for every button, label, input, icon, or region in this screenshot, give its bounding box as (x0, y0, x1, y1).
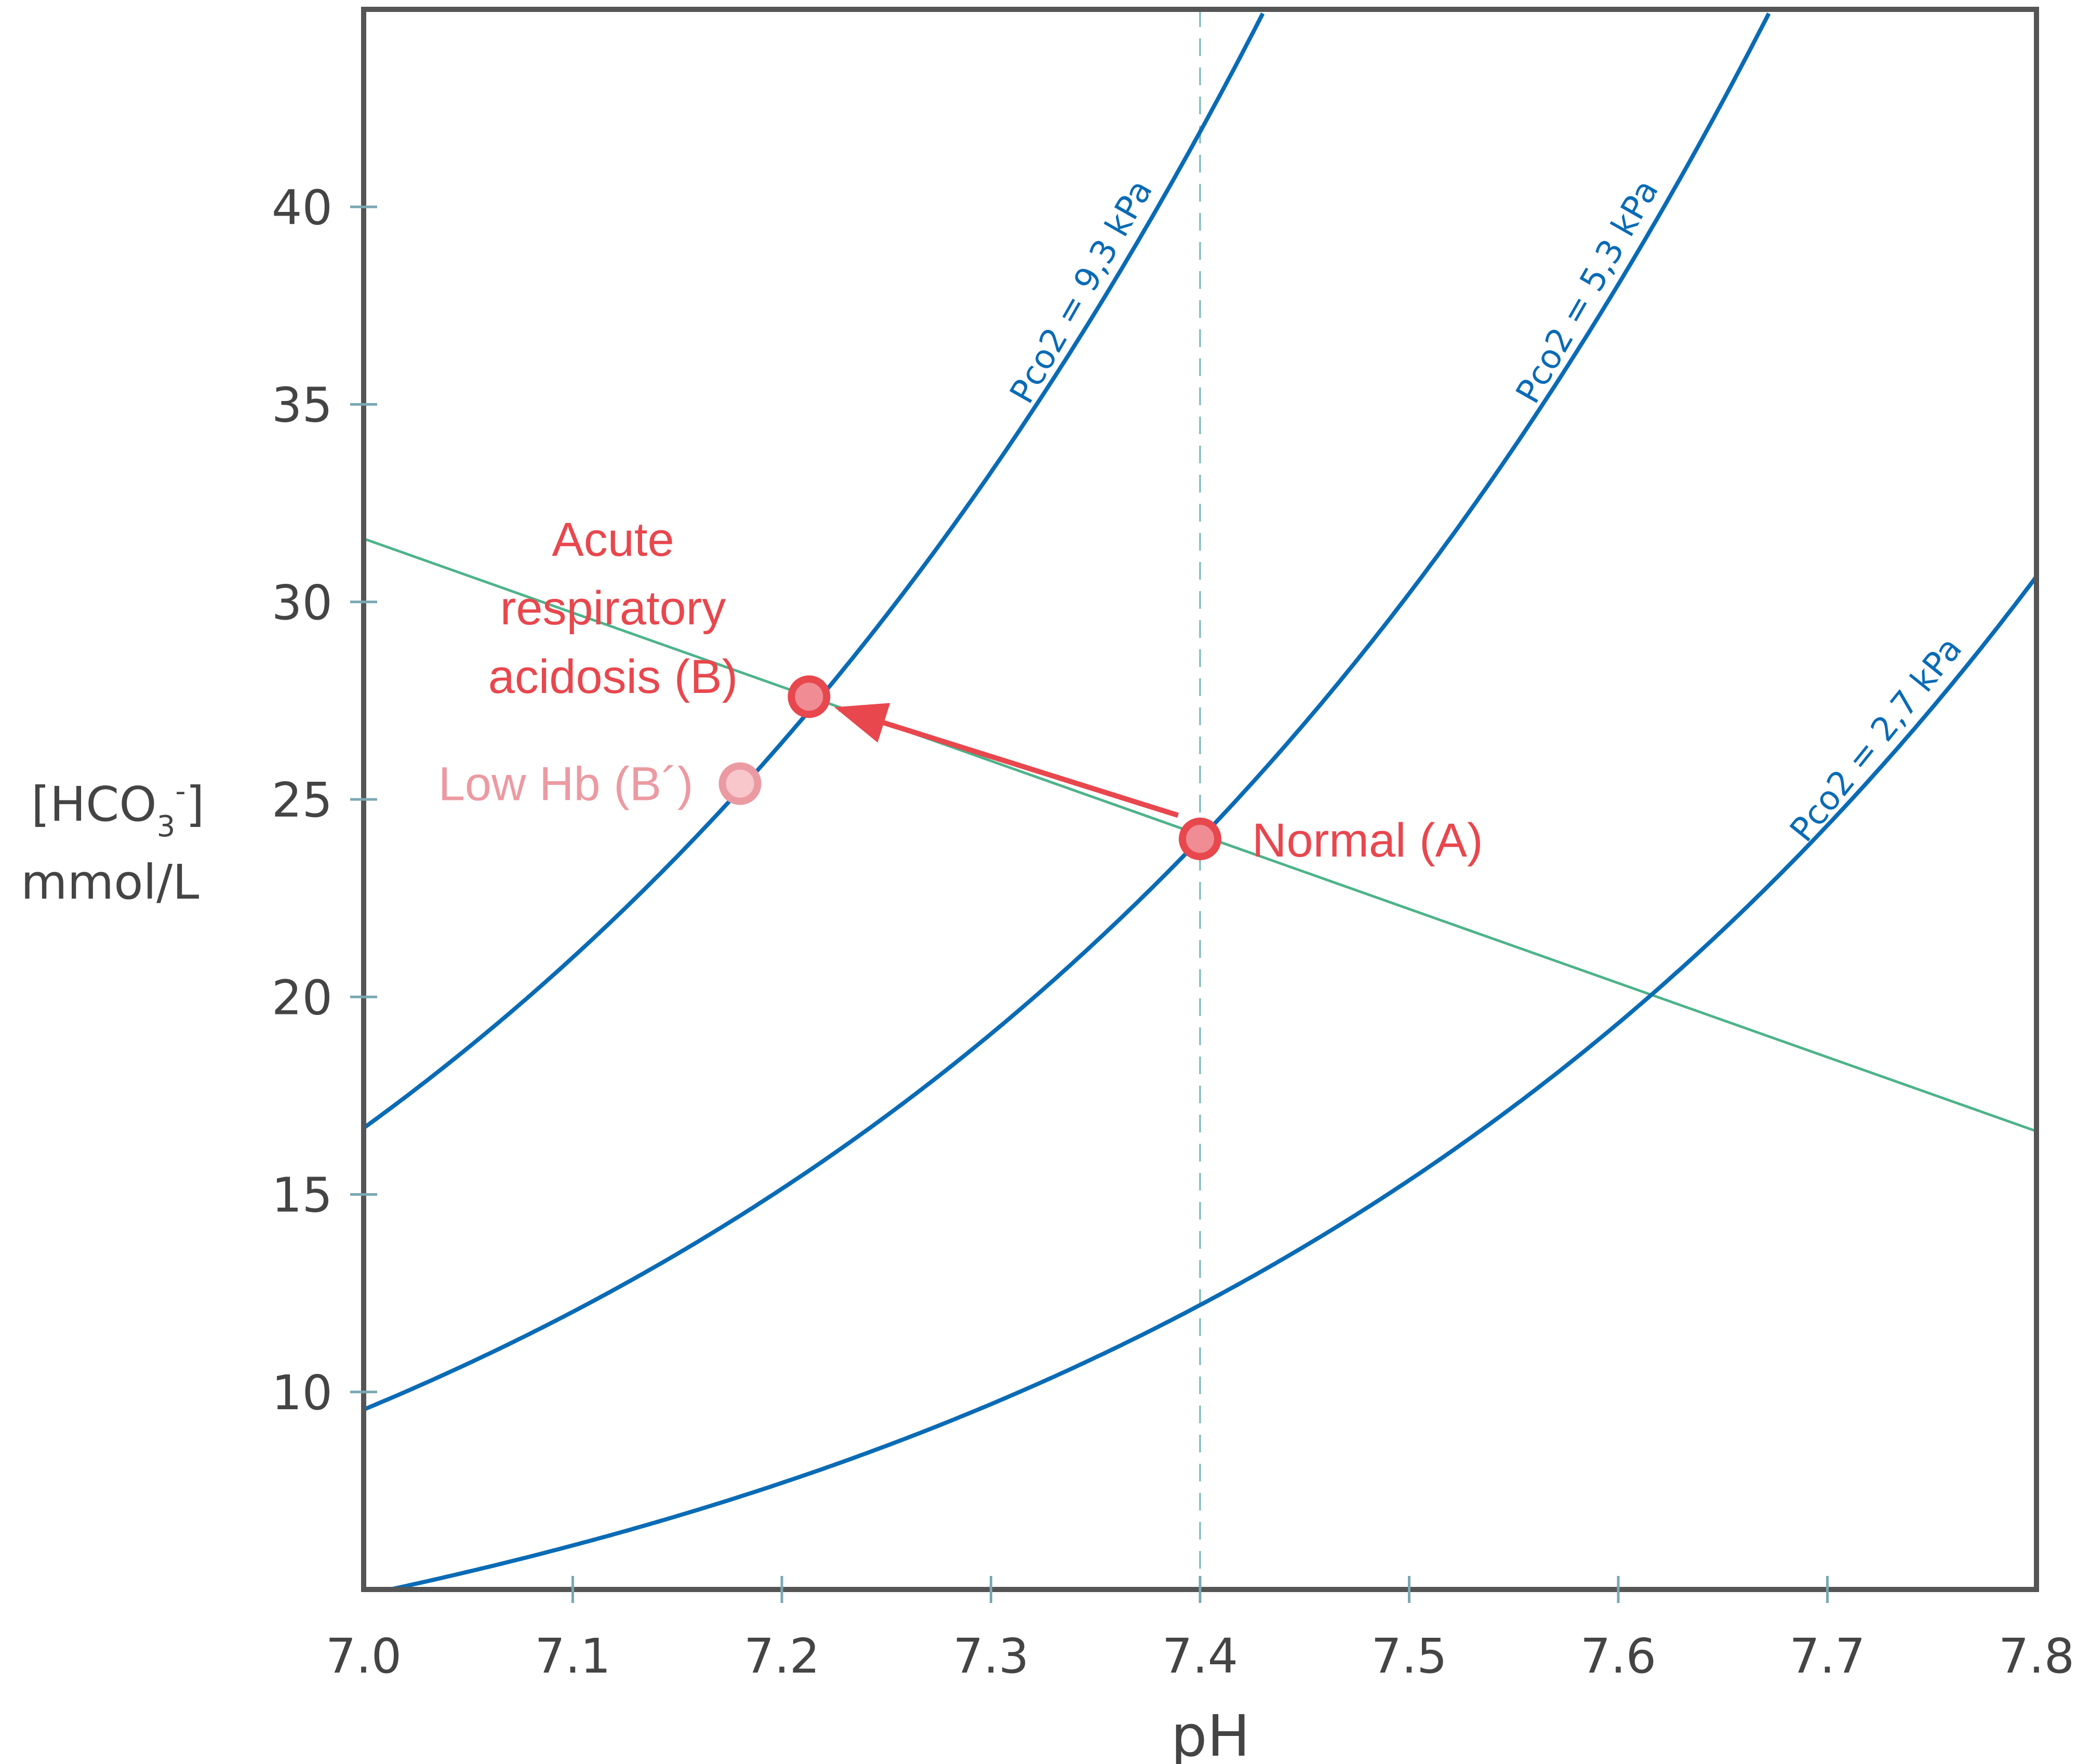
y-tick-label: 25 (272, 772, 332, 828)
x-tick-label: 7.8 (1999, 1628, 2074, 1684)
x-tick-label: 7.0 (326, 1628, 402, 1684)
label-acute-respiratory-acidosis-line: respiratory (500, 582, 726, 635)
y-tick-label: 15 (272, 1168, 332, 1223)
x-tick-label: 7.6 (1580, 1628, 1656, 1684)
x-tick-label: 7.7 (1789, 1628, 1865, 1684)
x-tick-label: 7.5 (1371, 1628, 1447, 1684)
x-tick-label: 7.2 (744, 1628, 820, 1684)
label-low-hb: Low Hb (B´) (438, 758, 694, 811)
label-normal-a: Normal (A) (1252, 814, 1483, 867)
x-tick-label: 7.1 (535, 1628, 610, 1684)
x-axis-title: pH (1171, 1703, 1250, 1764)
arrow-a-to-b (834, 703, 1179, 818)
label-acute-respiratory-acidosis-line: Acute (552, 513, 674, 566)
y-tick-label: 40 (272, 180, 332, 235)
isobar-label-1: Pco2 = 9,3 kPa (1003, 173, 1160, 410)
x-tick-label: 7.4 (1162, 1628, 1238, 1684)
point-normal-a (1179, 818, 1221, 861)
point-acute-respiratory-acidosis-b (788, 675, 831, 718)
isobar-2 (363, 12, 1771, 1412)
isobar-label-3: Pco2 = 2,7 kPa (1783, 630, 1970, 849)
y-tick-label: 30 (272, 575, 332, 631)
x-tick-label: 7.3 (953, 1628, 1029, 1684)
isobar-3 (392, 575, 2039, 1591)
point-low-hb (718, 762, 762, 805)
y-axis-title-line1: [HCO3-] (31, 774, 205, 844)
y-tick-label: 35 (272, 378, 332, 433)
y-axis-title-line2: mmol/L (21, 854, 199, 910)
y-tick-label: 20 (272, 970, 332, 1025)
isobar-label-2: Pco2 = 5,3 kPa (1509, 173, 1666, 410)
label-acute-respiratory-acidosis-line: acidosis (B) (488, 650, 738, 703)
y-tick-label: 10 (272, 1365, 332, 1421)
